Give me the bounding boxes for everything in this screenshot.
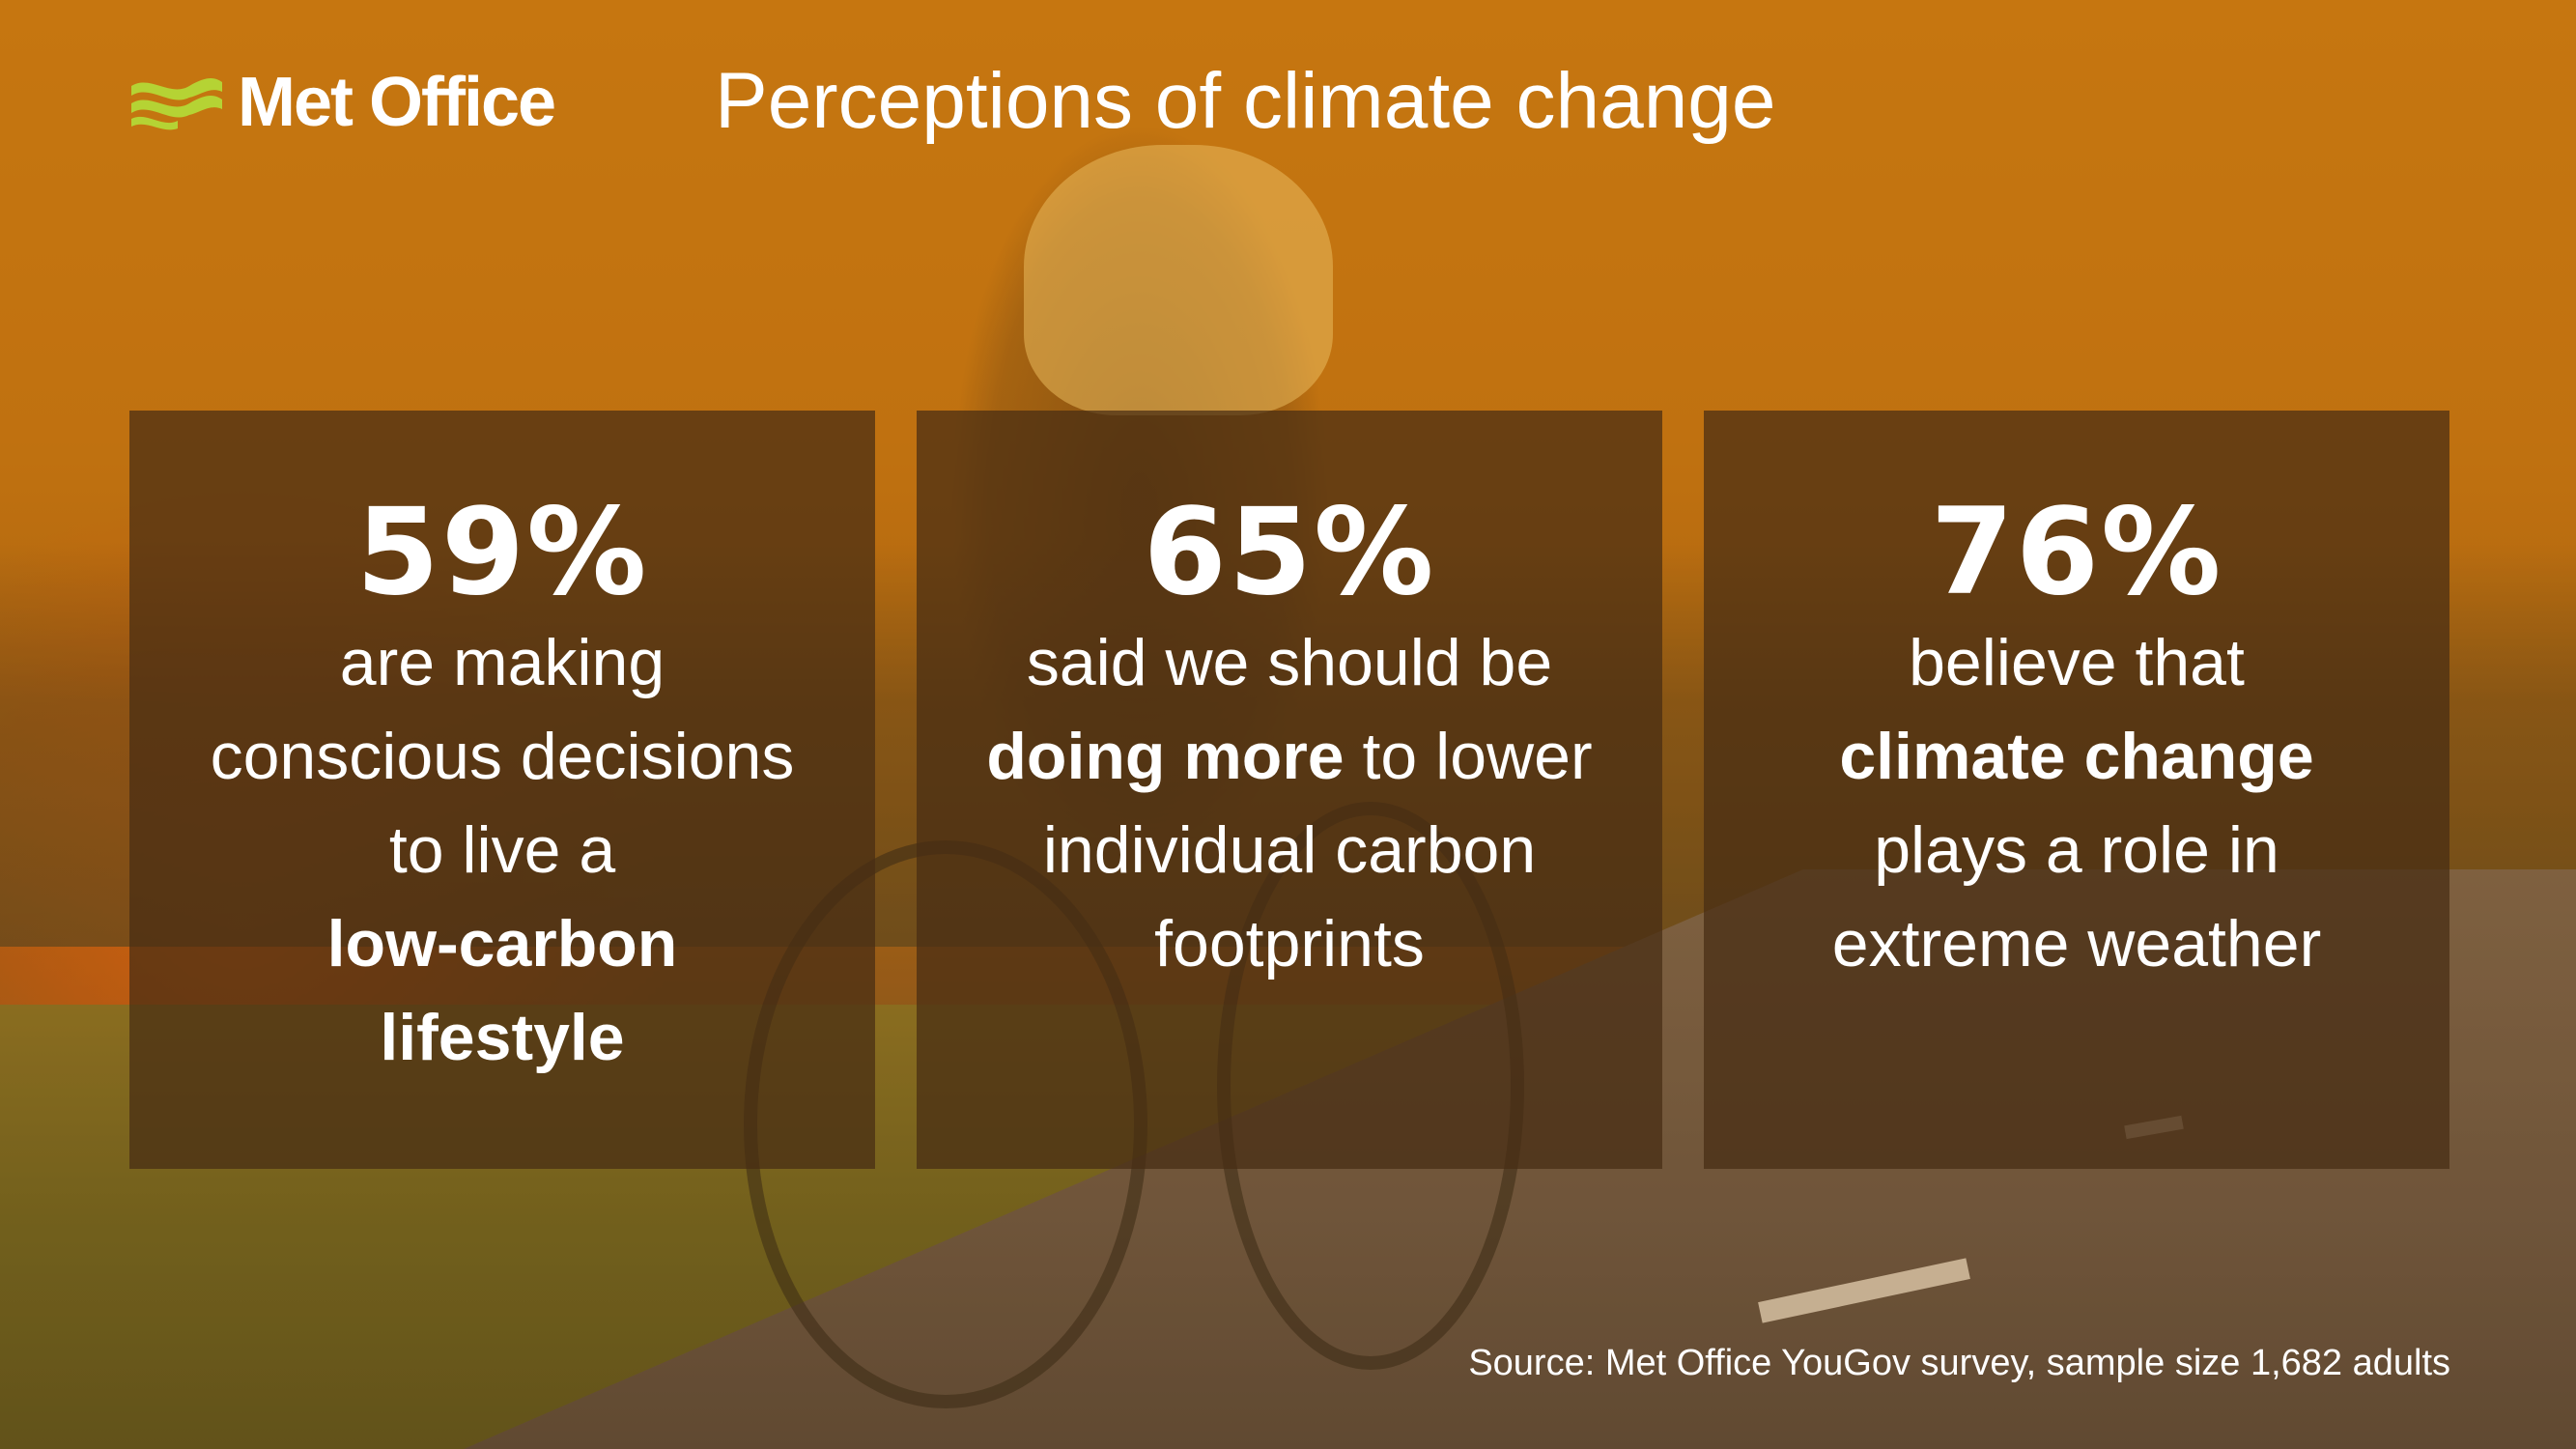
stat-line: said we should be xyxy=(1026,626,1553,699)
stat-line: plays a role in xyxy=(1874,813,2279,887)
source-caption: Source: Met Office YouGov survey, sample… xyxy=(1468,1343,2450,1383)
stat-emphasis: doing more xyxy=(986,720,1345,793)
stat-line: extreme weather xyxy=(1831,907,2322,980)
stat-emphasis: low-carbon xyxy=(326,907,678,980)
stat-description: believe that climate change plays a role… xyxy=(1704,616,2449,991)
stat-percent: 59% xyxy=(355,483,649,622)
stat-line: to live a xyxy=(388,813,616,887)
stat-description: are making conscious decisions to live a… xyxy=(129,616,875,1085)
stat-card-doing-more: 65% said we should be doing more to lowe… xyxy=(917,411,1662,1169)
stat-line: conscious decisions xyxy=(210,720,795,793)
met-office-waves-icon xyxy=(131,78,222,130)
met-office-logo: Met Office xyxy=(127,64,556,141)
stat-percent: 65% xyxy=(1143,483,1436,622)
stat-emphasis: lifestyle xyxy=(380,1001,625,1074)
stat-line: are making xyxy=(339,626,665,699)
stat-line: individual carbon xyxy=(1042,813,1537,887)
stat-card-low-carbon: 59% are making conscious decisions to li… xyxy=(129,411,875,1169)
stat-line: believe that xyxy=(1909,626,2245,699)
page-title: Perceptions of climate change xyxy=(715,57,1776,145)
brand-name: Met Office xyxy=(238,64,556,141)
stat-emphasis: climate change xyxy=(1839,720,2314,793)
stat-line: to lower xyxy=(1344,720,1593,793)
stat-description: said we should be doing more to lower in… xyxy=(917,616,1662,991)
stat-line: footprints xyxy=(1154,907,1425,980)
stat-card-extreme-weather: 76% believe that climate change plays a … xyxy=(1704,411,2449,1169)
cyclist-shirt xyxy=(1024,145,1333,415)
stat-percent: 76% xyxy=(1930,483,2223,622)
